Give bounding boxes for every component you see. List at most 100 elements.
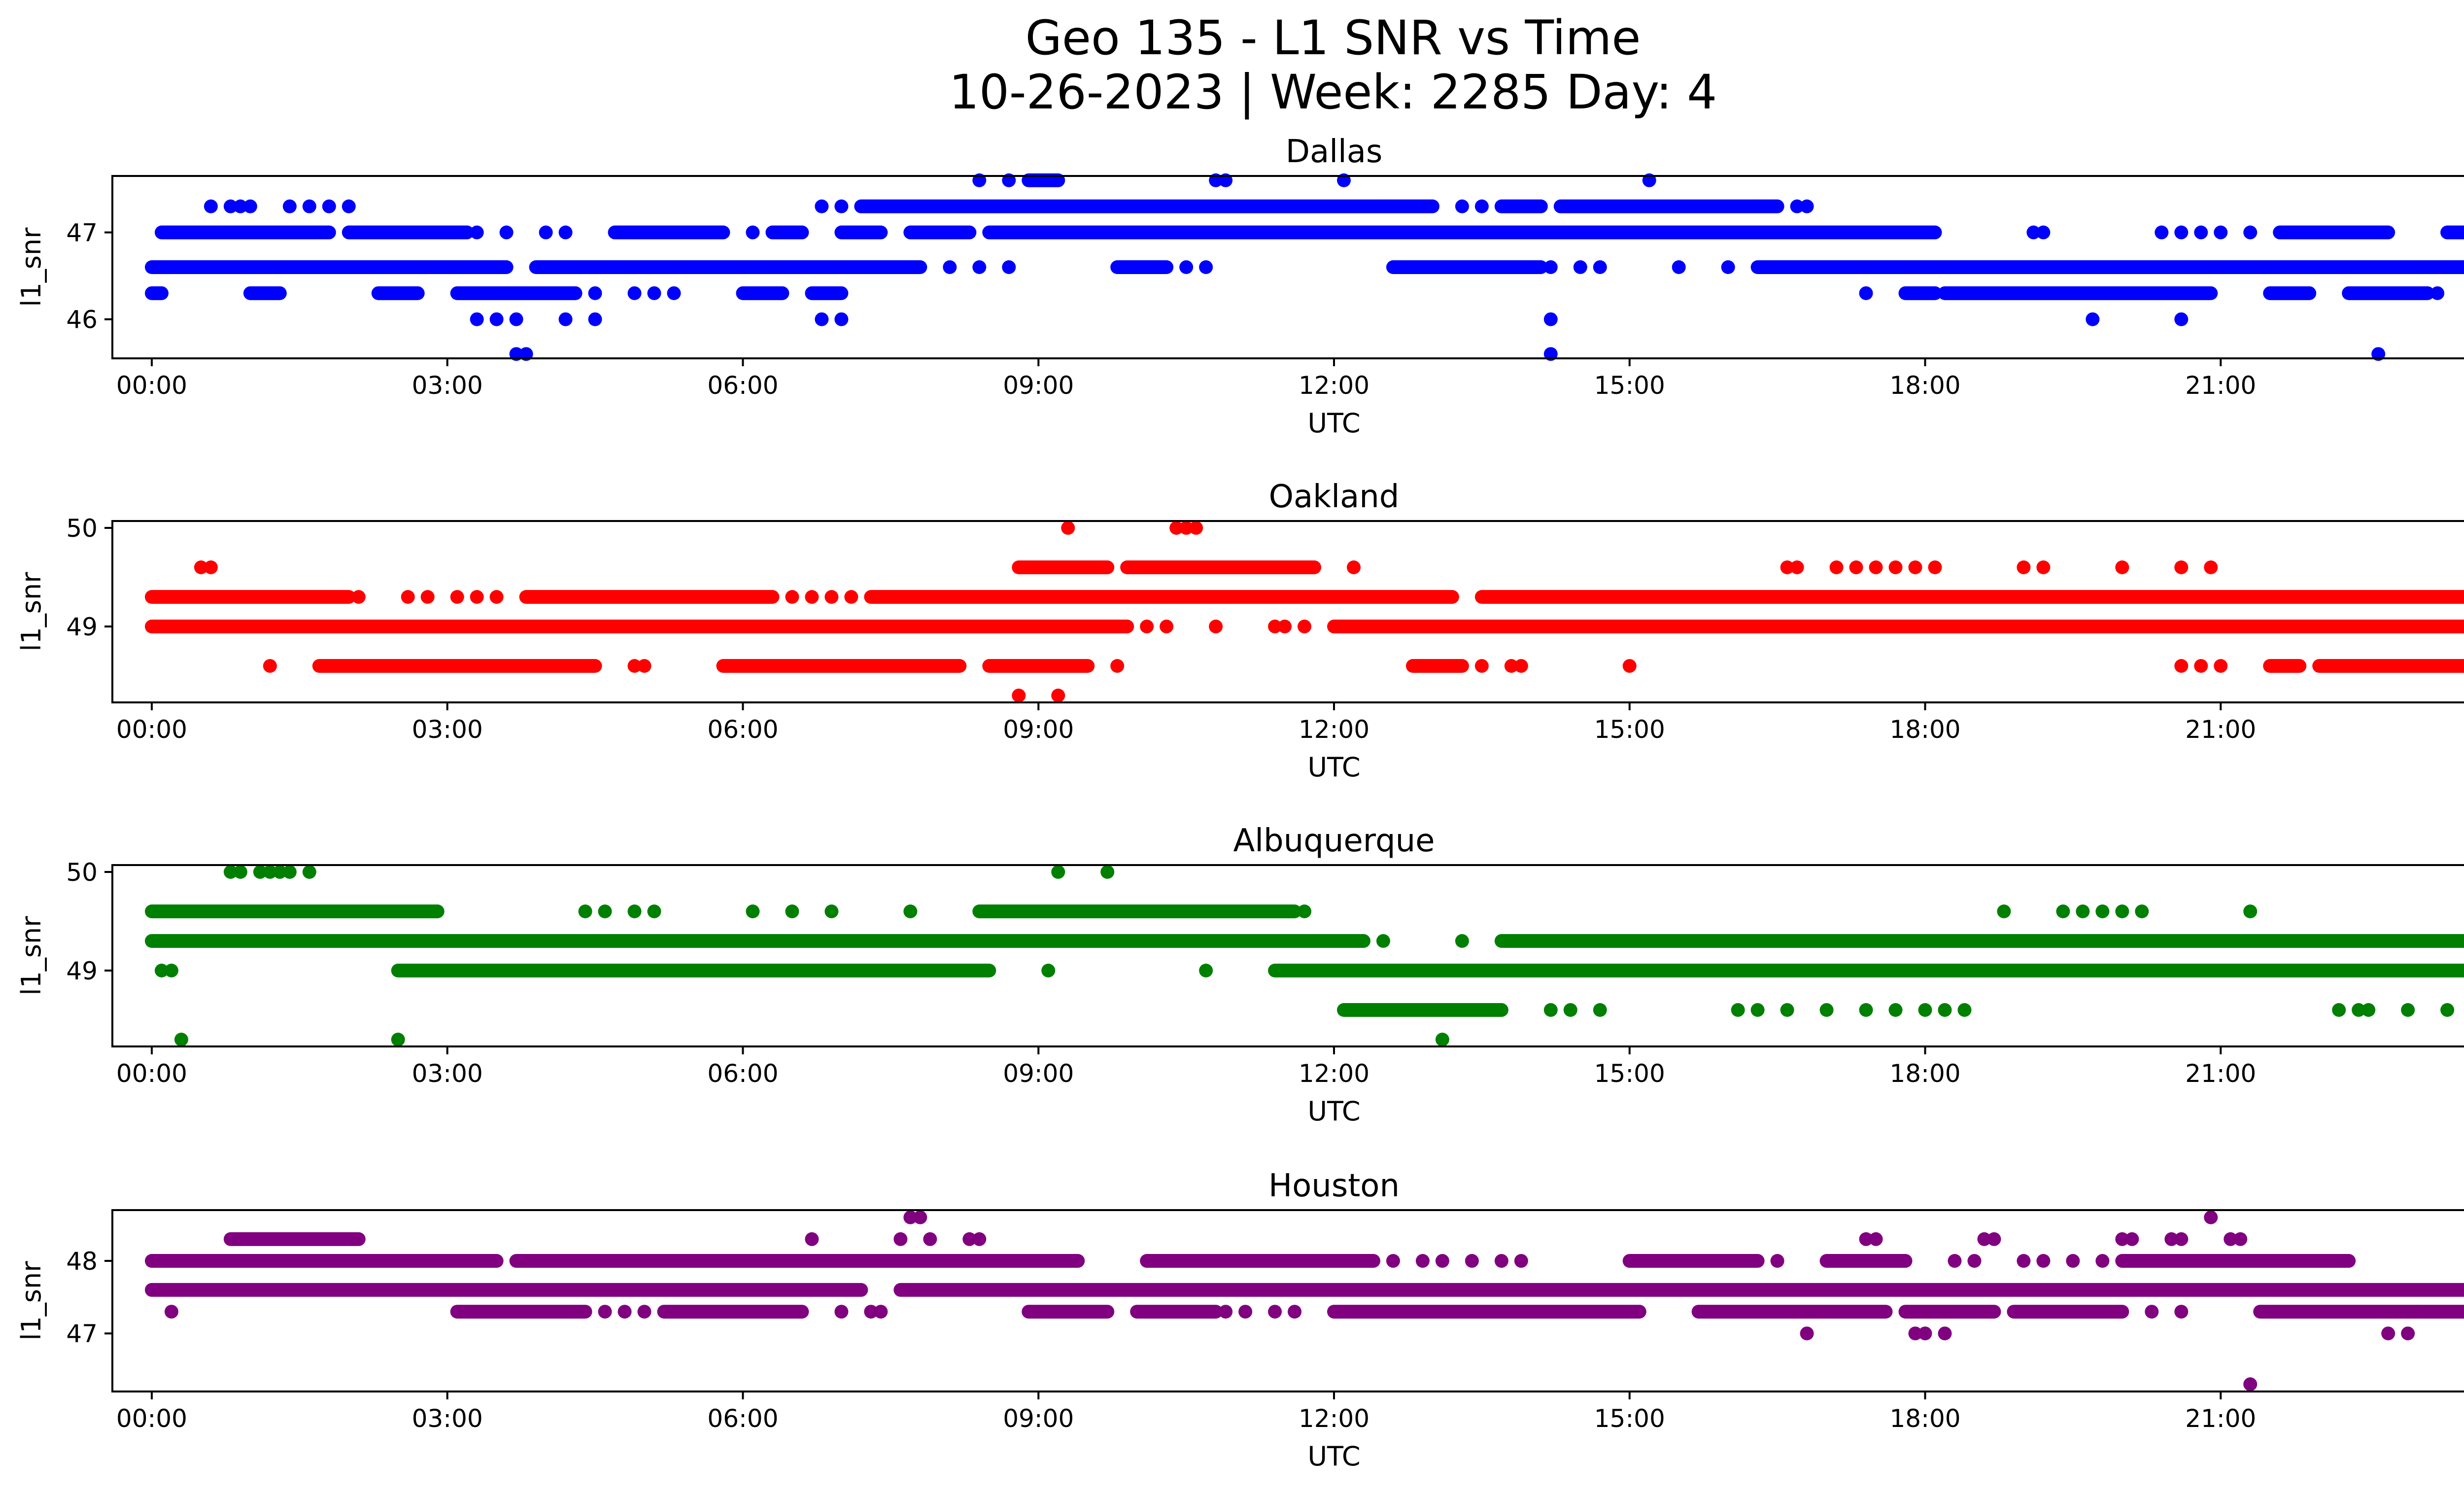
data-run-dallas (834, 225, 888, 240)
x-tick-label-dallas: 21:00 (2185, 371, 2256, 400)
data-point-houston (962, 1232, 977, 1246)
data-point-houston (1386, 1254, 1400, 1268)
data-point-albuquerque (2243, 904, 2258, 918)
data-point-houston (598, 1305, 612, 1319)
data-run-dallas (1494, 199, 1548, 213)
data-run-oakland (982, 659, 1095, 673)
x-tick-label-oakland: 21:00 (2185, 715, 2256, 744)
figure-title-line-2: 10-26-2023 | Week: 2285 Day: 4 (949, 65, 1717, 120)
data-point-houston (2125, 1232, 2139, 1246)
data-run-albuquerque (391, 964, 996, 977)
data-point-albuquerque (2095, 904, 2110, 918)
x-tick-label-houston: 03:00 (412, 1404, 483, 1433)
data-point-oakland (1110, 659, 1125, 673)
data-point-houston (2145, 1305, 2159, 1319)
data-point-dallas (1002, 260, 1016, 274)
data-point-dallas (2430, 286, 2445, 300)
data-point-albuquerque (1819, 1003, 1834, 1017)
data-point-dallas (746, 225, 760, 240)
data-point-albuquerque (1750, 1003, 1765, 1017)
data-point-houston (2243, 1377, 2258, 1391)
data-point-albuquerque (1780, 1003, 1794, 1017)
data-point-albuquerque (164, 964, 178, 977)
data-point-oakland (1829, 560, 1844, 574)
data-point-oakland (824, 590, 839, 604)
x-tick-label-houston: 09:00 (1003, 1404, 1074, 1433)
data-point-houston (2401, 1326, 2415, 1341)
data-point-albuquerque (2361, 1003, 2376, 1017)
x-axis-label-dallas: UTC (1307, 408, 1360, 439)
data-point-dallas (302, 199, 316, 213)
data-point-houston (903, 1210, 918, 1224)
x-tick-label-albuquerque: 09:00 (1003, 1059, 1074, 1088)
data-point-houston (2381, 1326, 2396, 1341)
data-point-albuquerque (1376, 934, 1390, 948)
data-point-dallas (322, 199, 336, 213)
data-point-houston (972, 1232, 987, 1246)
data-run-dallas (2342, 286, 2435, 300)
x-tick-label-dallas: 18:00 (1889, 371, 1960, 400)
data-point-houston (2174, 1305, 2189, 1319)
x-tick-label-houston: 21:00 (2185, 1404, 2256, 1433)
data-point-oakland (1189, 521, 1203, 535)
data-point-albuquerque (1938, 1003, 1952, 1017)
data-point-oakland (194, 560, 208, 574)
x-tick-label-houston: 00:00 (116, 1404, 187, 1433)
data-point-dallas (243, 199, 257, 213)
data-point-dallas (1800, 199, 1814, 213)
data-run-albuquerque (972, 904, 1302, 918)
data-point-albuquerque (598, 904, 612, 918)
data-point-houston (1268, 1305, 1282, 1319)
data-point-oakland (401, 590, 415, 604)
series-dallas (144, 173, 2464, 361)
data-run-oakland (1405, 659, 1469, 673)
data-point-oakland (1908, 560, 1922, 574)
data-point-albuquerque (2076, 904, 2090, 918)
data-run-houston (2007, 1305, 2129, 1319)
x-tick-label-oakland: 12:00 (1299, 715, 1369, 744)
data-run-albuquerque (1268, 964, 2464, 977)
data-run-dallas (2440, 225, 2464, 240)
data-run-houston (893, 1283, 2464, 1297)
data-point-oakland (1298, 620, 1312, 633)
data-run-dallas (450, 286, 582, 300)
data-point-albuquerque (2135, 904, 2149, 918)
data-point-dallas (2194, 225, 2208, 240)
data-point-albuquerque (1041, 964, 1056, 977)
data-point-oakland (1061, 521, 1075, 535)
data-run-houston (1898, 1305, 2001, 1319)
data-point-dallas (667, 286, 681, 300)
x-axis-label-albuquerque: UTC (1307, 1096, 1360, 1127)
x-tick-label-oakland: 15:00 (1594, 715, 1665, 744)
data-point-dallas (627, 286, 642, 300)
data-point-oakland (450, 590, 464, 604)
data-point-dallas (2214, 225, 2228, 240)
x-tick-label-albuquerque: 03:00 (412, 1059, 483, 1088)
data-run-houston (1327, 1305, 1646, 1319)
data-point-dallas (2174, 225, 2189, 240)
data-point-albuquerque (1199, 964, 1213, 977)
x-tick-label-dallas: 15:00 (1594, 371, 1665, 400)
data-point-oakland (1268, 620, 1282, 633)
data-point-dallas (815, 312, 829, 326)
data-point-oakland (2204, 560, 2218, 574)
data-point-albuquerque (1997, 904, 2011, 918)
data-point-dallas (499, 225, 513, 240)
data-point-dallas (1543, 260, 1558, 274)
series-albuquerque (144, 865, 2464, 1046)
x-tick-label-dallas: 03:00 (412, 371, 483, 400)
panel-title-albuquerque: Albuquerque (1233, 823, 1435, 859)
data-point-oakland (1179, 521, 1194, 535)
data-point-oakland (2214, 659, 2228, 673)
data-point-oakland (1278, 620, 1292, 633)
data-run-houston (657, 1305, 809, 1319)
data-run-oakland (864, 590, 1459, 604)
data-point-albuquerque (578, 904, 592, 918)
data-point-houston (2233, 1232, 2248, 1246)
data-point-dallas (588, 286, 602, 300)
data-run-houston (1130, 1305, 1223, 1319)
data-point-dallas (558, 225, 573, 240)
data-point-oakland (627, 659, 642, 673)
data-run-houston (450, 1305, 592, 1319)
data-point-houston (2204, 1210, 2218, 1224)
